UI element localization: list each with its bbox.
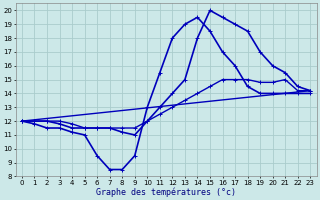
X-axis label: Graphe des températures (°c): Graphe des températures (°c) <box>96 187 236 197</box>
